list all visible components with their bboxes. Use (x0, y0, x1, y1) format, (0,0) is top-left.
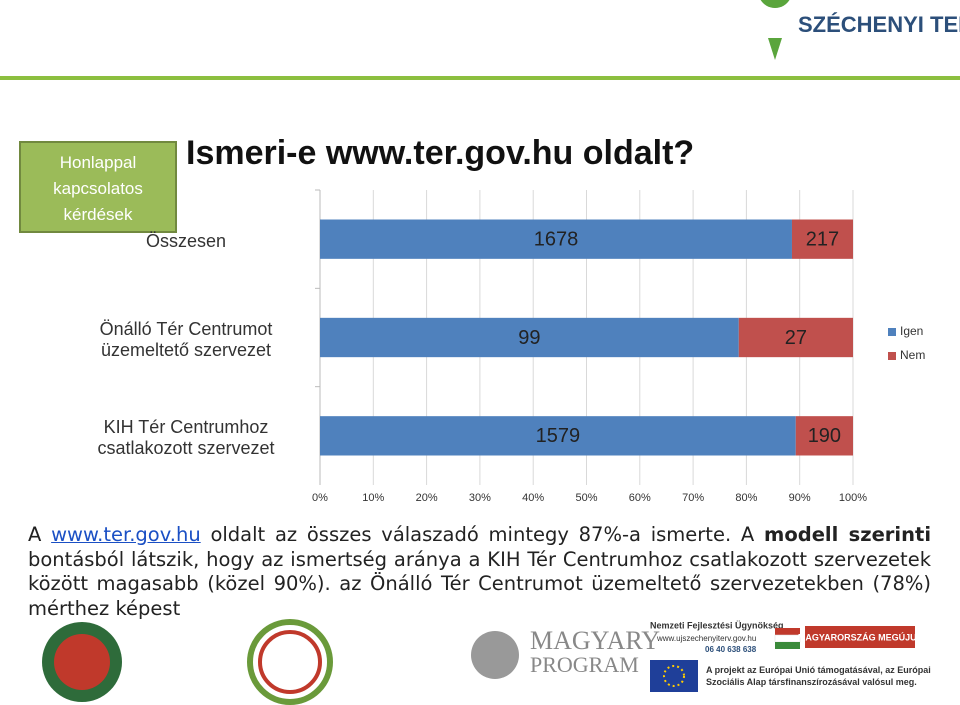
chart: 0% 10% 20% 30% 40% 50% 60% 70% 80% 90% 100% 1678 217… (312, 189, 925, 504)
eu-note: A projekt az Európai Unió támogatásával,… (706, 665, 931, 687)
agency-url: www.ujszechenyiterv.gov.hu (656, 634, 756, 643)
flag (775, 628, 800, 635)
institute-logo-inner (258, 630, 322, 694)
data-label: 27 (785, 327, 807, 349)
university-seal-inner (54, 634, 110, 690)
x-tick-label: 30% (469, 492, 491, 504)
data-label: 217 (806, 228, 839, 250)
banner (805, 626, 915, 648)
x-tick-label: 0% (312, 492, 328, 504)
institute-logo (247, 619, 333, 705)
legend-label: Igen (900, 324, 923, 338)
bar-segment (320, 219, 792, 259)
paragraph-text: A (28, 523, 52, 546)
header-rule (0, 76, 960, 80)
logo-pin (760, 0, 790, 8)
data-label: 190 (808, 425, 841, 447)
logo-text: SZÉCHENYI TERV (798, 12, 960, 37)
paragraph-text: bontásból látszik, hogy az ismertség ará… (28, 547, 931, 620)
data-label: 99 (518, 327, 540, 349)
x-tick-label: 20% (416, 492, 438, 504)
paragraph-bold: modell szerinti (764, 523, 932, 546)
x-tick-label: 100% (839, 492, 867, 504)
logo-mark: ÚJ (765, 16, 784, 34)
side-box-text: Honlappal kapcsolatos kérdések (53, 153, 143, 224)
legend-label: Nem (900, 348, 925, 362)
agency-phone: 06 40 638 638 (705, 645, 757, 654)
legend-swatch (888, 328, 896, 336)
flag (774, 634, 801, 643)
x-tick-label: 70% (682, 492, 704, 504)
paragraph-text: oldalt az összes válaszadó mintegy 87%-a… (200, 523, 765, 546)
flag (775, 642, 800, 649)
x-tick-label: 90% (789, 492, 811, 504)
bar-segment (320, 317, 739, 358)
bar-segment (795, 416, 853, 456)
paragraph: A www.ter.gov.hu oldalt az összes válasz… (28, 523, 931, 621)
eu-stars (663, 665, 685, 687)
side-box (19, 141, 177, 233)
x-tick-label: 80% (735, 492, 757, 504)
y-tick-label: KIH Tér Centrumhoz csatlakozott szerveze… (97, 416, 275, 458)
y-tick-label: Önálló Tér Centrumot üzemeltető szerveze… (99, 318, 273, 360)
magyary-text: MAGYARY (530, 626, 660, 655)
eu-flag (650, 660, 698, 692)
magyary-text: PROGRAM (530, 652, 639, 677)
x-tick-label: 50% (575, 492, 597, 504)
bar-segment (738, 317, 853, 358)
x-tick-label: 10% (362, 492, 384, 504)
data-label: 1678 (534, 228, 579, 250)
legend-swatch (888, 352, 896, 360)
x-tick-label: 60% (629, 492, 651, 504)
chart-title: Ismeri-e www.ter.gov.hu oldalt? (186, 134, 694, 172)
bar-segment (320, 416, 796, 456)
link[interactable]: www.ter.gov.hu (51, 523, 201, 546)
agency-name: Nemzeti Fejlesztési Ügynökség (650, 620, 784, 630)
data-label: 1579 (536, 425, 581, 447)
y-tick-label: Összesen (145, 230, 227, 251)
bar-segment (791, 219, 853, 259)
eu-note-box: A projekt az Európai Unió támogatásával,… (706, 665, 931, 687)
banner-text: MAGYARORSZÁG MEGÚJUL (798, 631, 923, 642)
x-tick-label: 40% (522, 492, 544, 504)
logo-pin-tip (768, 38, 782, 60)
magyary-portrait (471, 631, 519, 679)
